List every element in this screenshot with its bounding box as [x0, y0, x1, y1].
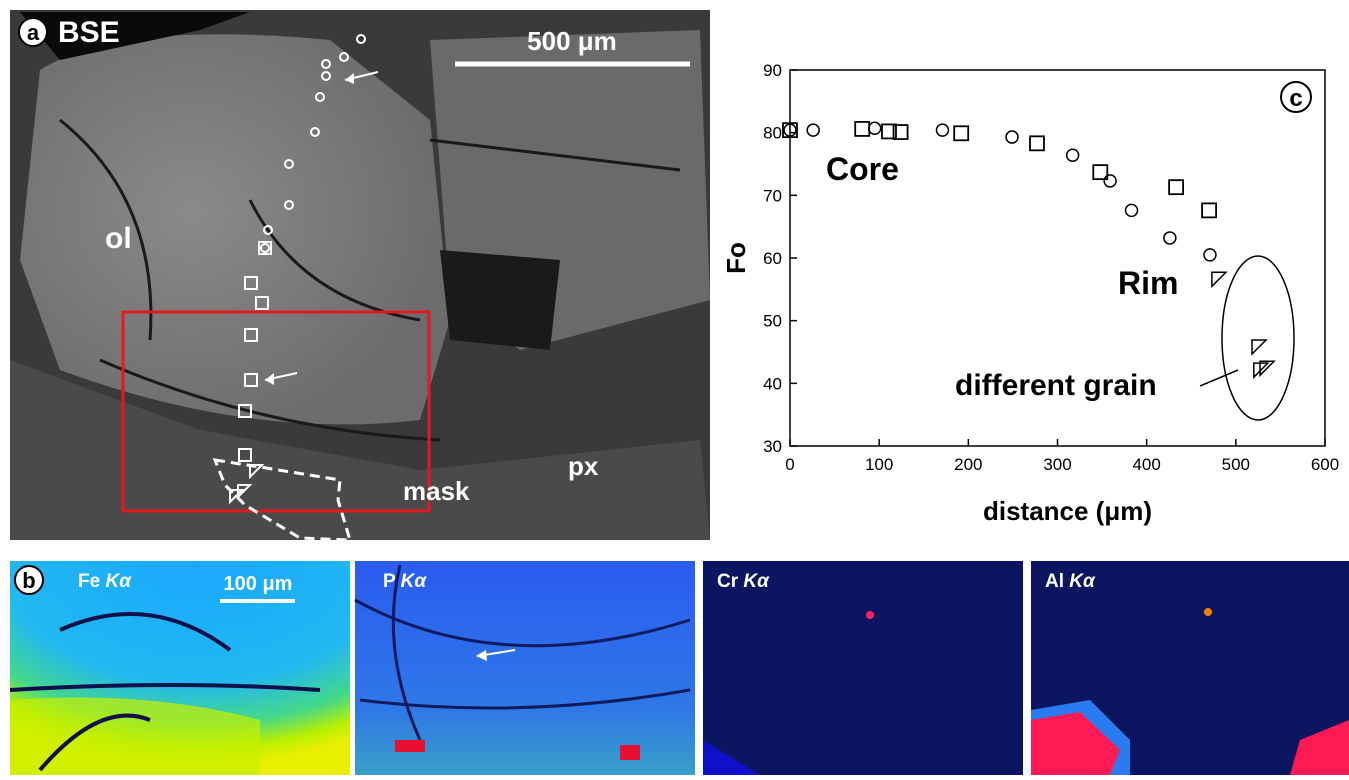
bse-image — [10, 10, 710, 540]
y-axis-label: Fo — [721, 242, 751, 274]
scale-bar-label: 500 μm — [527, 26, 617, 56]
element-maps — [10, 561, 1349, 775]
data-point — [1030, 136, 1044, 150]
figure: a BSE 500 μm ol px mask b 100 μm Fe KαP … — [0, 0, 1349, 775]
y-tick-label: 70 — [763, 186, 782, 205]
x-tick-label: 100 — [865, 455, 893, 474]
data-point — [869, 122, 881, 134]
x-tick-label: 600 — [1311, 455, 1339, 474]
x-tick-label: 300 — [1043, 455, 1071, 474]
data-point — [1067, 149, 1079, 161]
panel-label: a — [27, 20, 40, 45]
y-tick-label: 30 — [763, 437, 782, 456]
data-point — [1202, 203, 1216, 217]
panel-label: b — [22, 568, 35, 593]
panel-label: c — [1289, 85, 1302, 112]
y-tick-label: 90 — [763, 61, 782, 80]
emission-line: Kα — [105, 571, 132, 592]
data-point — [807, 124, 819, 136]
x-tick-label: 200 — [954, 455, 982, 474]
y-tick-label: 50 — [763, 312, 782, 331]
element-name: P — [383, 571, 396, 592]
x-axis-label: distance (μm) — [983, 496, 1152, 526]
y-tick-label: 40 — [763, 374, 782, 393]
phase-label: mask — [403, 476, 470, 506]
data-point — [954, 126, 968, 140]
data-point — [1212, 272, 1226, 286]
emission-line: Kα — [1069, 571, 1096, 592]
annotation: Core — [826, 151, 899, 187]
data-point — [1169, 180, 1183, 194]
x-tick-label: 0 — [785, 455, 794, 474]
data-point — [1006, 131, 1018, 143]
chart: 0 100 200 300 400 500 600 30 40 50 60 70 80 90 distanc… — [721, 61, 1339, 526]
element-name: Fe — [78, 571, 100, 592]
data-point — [1252, 340, 1266, 354]
data-point — [1126, 204, 1138, 216]
map-label: P Kα — [383, 571, 427, 592]
phase-label: px — [568, 451, 599, 481]
leader-line — [1200, 370, 1238, 386]
data-point — [855, 122, 869, 136]
phase-label: ol — [105, 222, 132, 255]
x-tick-label: 400 — [1132, 455, 1160, 474]
y-tick-label: 60 — [763, 249, 782, 268]
scale-bar-label: 100 μm — [224, 573, 293, 595]
y-tick-label: 80 — [763, 124, 782, 143]
emission-line: Kα — [743, 571, 770, 592]
data-point — [1204, 249, 1216, 261]
annotation: Rim — [1118, 265, 1178, 301]
annotation: different grain — [955, 369, 1157, 402]
grain-outline — [1222, 256, 1294, 420]
data-point — [936, 124, 948, 136]
data-point — [1104, 175, 1116, 187]
data-point — [1164, 232, 1176, 244]
map-label: Fe Kα — [78, 571, 132, 592]
x-tick-label: 500 — [1222, 455, 1250, 474]
emission-line: Kα — [401, 571, 428, 592]
map-label: Cr Kα — [717, 571, 770, 592]
image-title: BSE — [58, 16, 120, 49]
map-label: Al Kα — [1045, 571, 1096, 592]
element-name: Cr — [717, 571, 739, 592]
element-name: Al — [1045, 571, 1064, 592]
